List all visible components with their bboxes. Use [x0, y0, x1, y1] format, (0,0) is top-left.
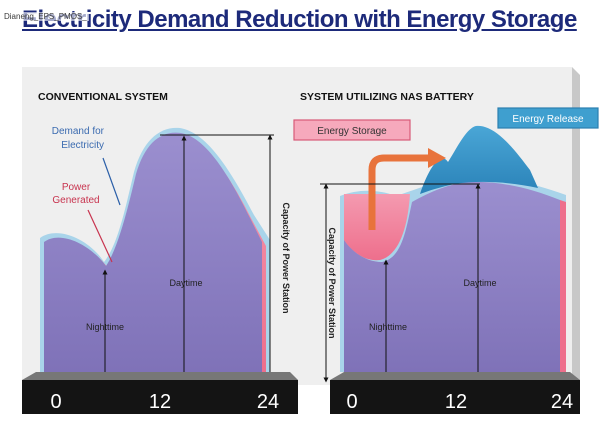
power-label-line1: Power	[62, 182, 91, 193]
right-axis-bar	[330, 380, 580, 414]
right-energy-release-area	[420, 125, 538, 194]
right-axis-tick-0: 0	[346, 391, 357, 413]
right-axis-tick-12: 12	[445, 391, 467, 413]
power-label-line2: Generated	[52, 195, 99, 206]
watermark-text: Dianeng_EPS_PMOS_	[2, 12, 89, 21]
right-demand-area	[344, 181, 560, 372]
energy-transfer-arrowhead	[428, 148, 446, 168]
left-axis-bar	[22, 380, 298, 414]
energy-storage-label: Energy Storage	[317, 126, 387, 137]
right-axis-bar-top	[330, 372, 580, 380]
demand-pointer-line	[102, 157, 121, 206]
right-panel-heading: SYSTEM UTILIZING NAS BATTERY	[300, 91, 474, 103]
demand-label-line1: Demand for	[52, 126, 105, 137]
left-daytime-label: Daytime	[169, 278, 202, 288]
left-axis-bar-top	[22, 372, 298, 380]
energy-transfer-arrow	[368, 154, 430, 230]
right-capacity-label: Capacity of Power Station	[327, 227, 337, 338]
right-nighttime-label: Nighttime	[369, 322, 407, 332]
left-axis-tick-0: 0	[50, 391, 61, 413]
right-power-generated-edge	[560, 200, 566, 372]
energy-release-label-box	[497, 107, 599, 129]
left-panel-heading: CONVENTIONAL SYSTEM	[38, 91, 168, 103]
right-daytime-label: Daytime	[463, 278, 496, 288]
energy-storage-label-box	[293, 119, 411, 141]
left-demand-area	[44, 132, 262, 372]
power-pointer-line	[87, 209, 113, 263]
left-capacity-label: Capacity of Power Station	[281, 202, 291, 313]
demand-label-line2: Electricity	[61, 140, 104, 151]
right-panel-shadow	[572, 67, 580, 385]
right-energy-storage-area	[344, 194, 410, 261]
left-nighttime-label: Nighttime	[86, 322, 124, 332]
right-axis-tick-24: 24	[551, 391, 573, 413]
page-title: Electricity Demand Reduction with Energy…	[22, 6, 577, 33]
left-axis-tick-12: 12	[149, 391, 171, 413]
energy-release-label: Energy Release	[512, 114, 584, 125]
left-axis-tick-24: 24	[257, 391, 279, 413]
